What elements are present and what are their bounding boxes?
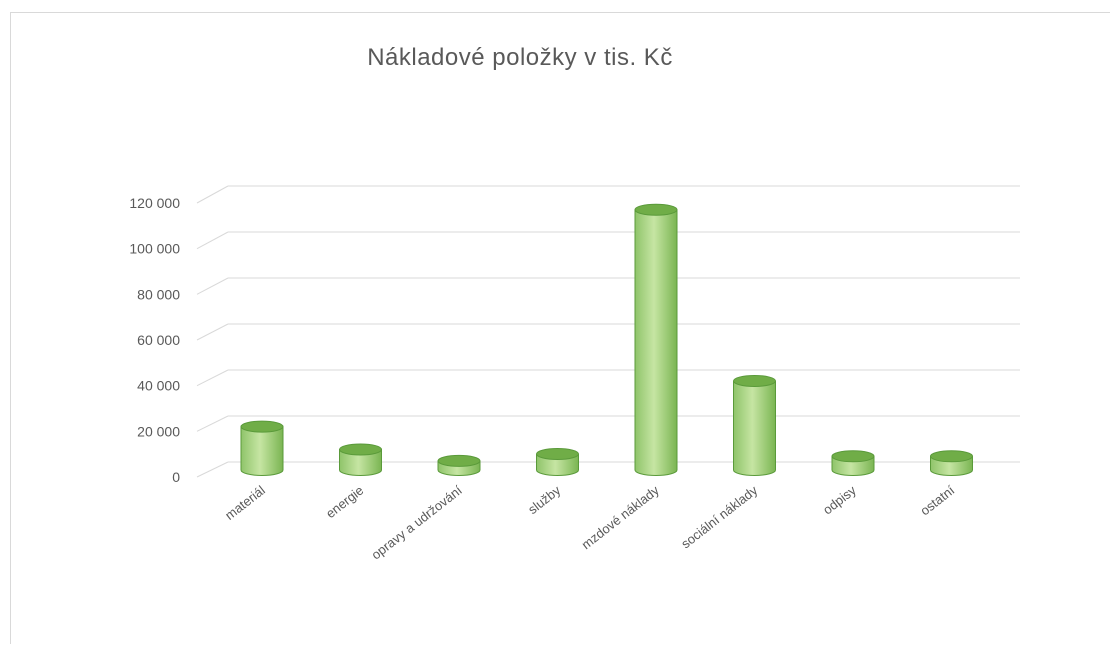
bar — [437, 454, 481, 476]
gridline — [196, 231, 1020, 250]
y-tick-label: 120 000 — [129, 195, 180, 211]
y-tick-label: 100 000 — [129, 241, 180, 257]
bar-body — [536, 453, 579, 476]
bar — [339, 443, 382, 476]
bar-top — [339, 443, 382, 456]
x-tick-label: energie — [323, 483, 366, 522]
x-tick-label: mzdové náklady — [579, 482, 663, 552]
y-tick-label: 80 000 — [137, 286, 180, 302]
bar-top — [634, 203, 678, 216]
bar-top — [733, 374, 776, 387]
bar-top — [536, 448, 579, 461]
x-tick-label: opravy a udržování — [368, 482, 465, 562]
bar-body — [733, 380, 776, 476]
gridline — [196, 415, 1020, 432]
gridline — [196, 277, 1020, 295]
bar — [536, 448, 579, 476]
bar — [733, 374, 776, 476]
x-tick-label: odpisy — [820, 482, 859, 517]
bar-body — [339, 448, 382, 476]
bar-top — [930, 450, 973, 463]
bar — [240, 420, 284, 476]
bars — [240, 203, 973, 476]
gridlines — [196, 185, 1020, 478]
bar — [930, 450, 973, 476]
x-tick-label: ostatní — [917, 482, 957, 518]
bar-body — [240, 426, 284, 476]
y-tick-label: 20 000 — [137, 423, 180, 439]
y-tick-label: 60 000 — [137, 332, 180, 348]
x-axis-labels: materiál energie opravy a udržování služby m… — [222, 482, 957, 562]
gridline — [196, 369, 1020, 387]
chart-frame — [10, 12, 1110, 644]
bar — [634, 203, 678, 476]
bar-top — [240, 420, 284, 433]
gridline — [196, 323, 1020, 341]
y-axis-ticks: 0 20 000 40 000 60 000 80 000 100 000 120 000 — [129, 195, 180, 485]
gridline — [196, 461, 1020, 478]
y-tick-label: 40 000 — [137, 378, 180, 394]
x-tick-label: služby — [525, 482, 564, 517]
bar-top — [437, 454, 481, 467]
bar-body — [634, 209, 678, 476]
bar-top — [831, 450, 875, 463]
x-tick-label: materiál — [222, 482, 268, 522]
x-tick-label: sociální náklady — [678, 482, 761, 551]
chart-title: Nákladové položky v tis. Kč — [367, 44, 673, 71]
y-tick-label: 0 — [172, 469, 180, 485]
gridline — [196, 185, 1020, 204]
bar — [831, 450, 875, 476]
